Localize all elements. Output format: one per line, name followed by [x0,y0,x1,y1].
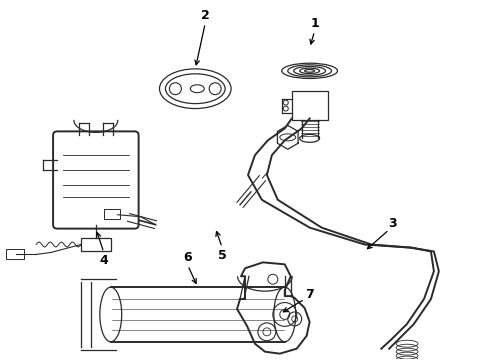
Text: 5: 5 [217,249,226,262]
Bar [6,249,24,260]
Text: 3: 3 [387,217,396,230]
Text: 2: 2 [201,9,209,22]
Text: 7: 7 [305,288,313,301]
Text: 4: 4 [99,254,108,267]
Text: 6: 6 [183,251,192,264]
Bar [291,91,327,121]
Bar [103,209,120,219]
Text: 1: 1 [309,17,318,30]
Bar [81,238,111,251]
